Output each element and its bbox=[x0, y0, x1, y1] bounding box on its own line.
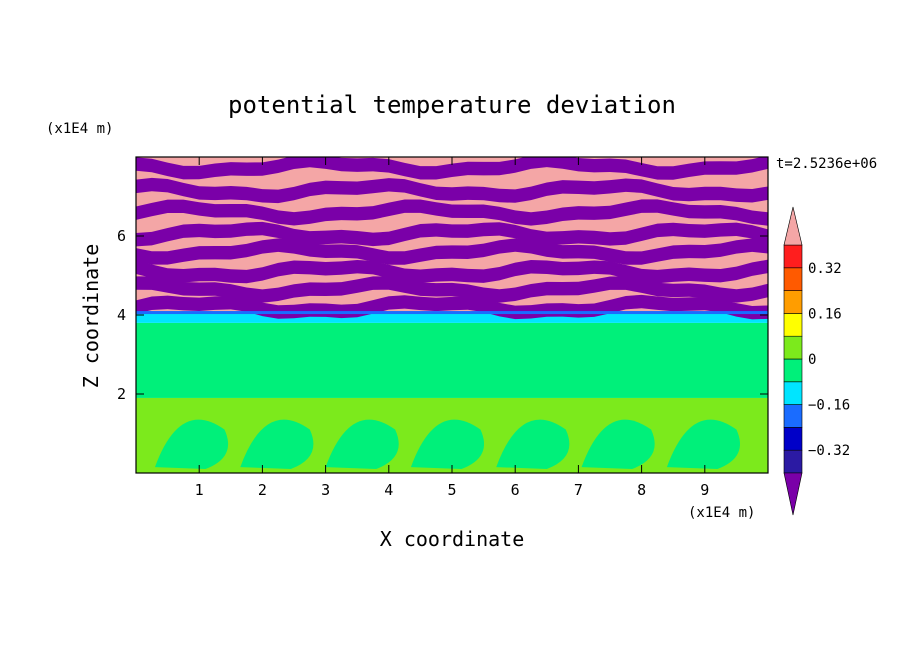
x-tick-label: 7 bbox=[574, 481, 583, 499]
y-axis: 2 4 6 bbox=[117, 227, 768, 403]
field-stripe-4 bbox=[136, 221, 768, 247]
y-tick-label: 4 bbox=[117, 306, 126, 324]
colorbar-segment bbox=[783, 427, 803, 451]
field-band-1 bbox=[136, 322, 768, 398]
colorbar-lower-extension bbox=[783, 472, 803, 516]
y-unit-label: (x1E4 m) bbox=[46, 121, 113, 137]
colorbar-segment bbox=[783, 335, 803, 360]
colorbar-segment bbox=[783, 290, 803, 314]
colorbar-tick-label: 0.32 bbox=[808, 261, 842, 277]
field-stripe-6 bbox=[136, 177, 768, 204]
field-band-2 bbox=[136, 313, 768, 323]
colorbar-tick-label: −0.32 bbox=[808, 443, 850, 459]
colorbar-segment bbox=[783, 449, 803, 474]
colorbar-tick-label: −0.16 bbox=[808, 398, 850, 414]
field-blob-6 bbox=[666, 419, 741, 470]
chart-title: potential temperature deviation bbox=[228, 91, 676, 119]
colorbar-segment bbox=[783, 381, 803, 405]
field-blob-5 bbox=[581, 419, 655, 470]
x-axis-label: X coordinate bbox=[380, 527, 525, 551]
x-tick-label: 5 bbox=[447, 481, 456, 499]
x-tick-label: 6 bbox=[511, 481, 520, 499]
colorbar-tick-label: 0.16 bbox=[808, 306, 842, 322]
field-stripe-7 bbox=[136, 157, 768, 180]
plot-area bbox=[136, 157, 768, 473]
colorbar-tick-label: 0 bbox=[808, 352, 816, 368]
x-tick-label: 3 bbox=[321, 481, 330, 499]
field-blob-2 bbox=[325, 419, 399, 470]
field-stripe-3 bbox=[136, 238, 768, 265]
colorbar-upper-extension bbox=[783, 206, 803, 246]
colorbar: 0.32 0.16 0 −0.16 −0.32 bbox=[783, 206, 850, 516]
field-stripe-5 bbox=[136, 199, 768, 226]
field-blob-0 bbox=[154, 419, 229, 470]
field-stripe-2 bbox=[136, 259, 768, 284]
colorbar-segment bbox=[783, 267, 803, 291]
x-tick-label: 4 bbox=[384, 481, 393, 499]
x-tick-label: 1 bbox=[195, 481, 204, 499]
colorbar-segment bbox=[783, 404, 803, 428]
x-unit-label: (x1E4 m) bbox=[688, 505, 755, 521]
field-blob-3 bbox=[410, 419, 485, 470]
y-tick-label: 6 bbox=[117, 227, 126, 245]
x-axis: 1 2 3 4 5 6 7 8 9 bbox=[195, 157, 709, 499]
boundary-line bbox=[136, 311, 768, 315]
y-tick-label: 2 bbox=[117, 385, 126, 403]
colorbar-segment bbox=[783, 313, 803, 337]
field-stripe-1 bbox=[136, 276, 768, 303]
field-blob-4 bbox=[496, 419, 570, 470]
colorbar-segment bbox=[783, 244, 803, 269]
field-blob-1 bbox=[240, 419, 314, 470]
x-tick-label: 8 bbox=[637, 481, 646, 499]
x-tick-label: 9 bbox=[700, 481, 709, 499]
y-axis-label: Z coordinate bbox=[79, 244, 103, 389]
x-tick-label: 2 bbox=[258, 481, 267, 499]
colorbar-segment bbox=[783, 358, 803, 383]
time-label: t=2.5236e+06 bbox=[776, 156, 877, 172]
